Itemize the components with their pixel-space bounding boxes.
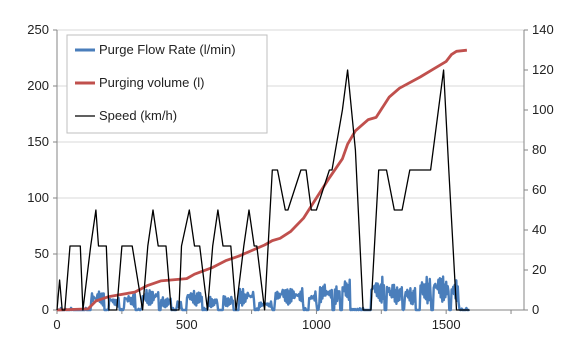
x-tick-label: 1000 xyxy=(302,317,331,332)
right-tick-label: 140 xyxy=(532,22,554,37)
right-tick-label: 0 xyxy=(532,302,539,317)
left-tick-label: 200 xyxy=(27,78,49,93)
right-tick-label: 60 xyxy=(532,182,546,197)
right-tick-label: 120 xyxy=(532,62,554,77)
legend-box xyxy=(66,34,268,134)
x-axis-ticks: 0 500 1000 1500 xyxy=(53,310,512,332)
left-tick-label: 100 xyxy=(27,190,49,205)
right-tick-label: 80 xyxy=(532,142,546,157)
series-line-speed xyxy=(56,69,470,311)
right-tick-label: 40 xyxy=(532,222,546,237)
series-line-purging-volume xyxy=(56,48,468,312)
left-tick-label: 50 xyxy=(35,246,49,261)
right-axis-ticks: 0 20 40 60 80 100 120 140 xyxy=(524,22,554,317)
right-tick-label: 20 xyxy=(532,262,546,277)
x-tick-label: 1500 xyxy=(432,317,461,332)
series-layer xyxy=(56,48,470,312)
legend: Purge Flow Rate (l/min) Purging volume (l… xyxy=(66,34,268,134)
x-tick-label: 0 xyxy=(53,317,60,332)
left-tick-label: 250 xyxy=(27,22,49,37)
left-tick-label: 150 xyxy=(27,134,49,149)
left-axis-ticks: 0 50 100 150 200 250 xyxy=(27,22,57,317)
legend-label: Speed (km/h) xyxy=(99,108,177,123)
legend-label: Purging volume (l) xyxy=(99,75,205,90)
series-line-purge-flow-rate xyxy=(56,275,470,312)
right-tick-label: 100 xyxy=(532,102,554,117)
legend-label: Purge Flow Rate (l/min) xyxy=(99,42,236,57)
left-tick-label: 0 xyxy=(42,302,49,317)
x-tick-label: 500 xyxy=(176,317,198,332)
